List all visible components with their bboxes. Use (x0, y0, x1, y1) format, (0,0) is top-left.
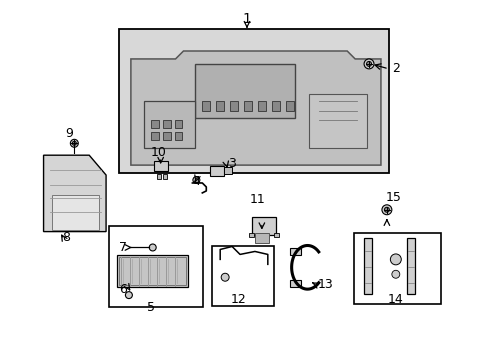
Text: 11: 11 (249, 193, 265, 206)
Circle shape (381, 205, 391, 215)
Circle shape (384, 207, 388, 212)
Text: 14: 14 (387, 293, 403, 306)
Text: 3: 3 (228, 157, 236, 170)
FancyBboxPatch shape (251, 217, 275, 235)
FancyBboxPatch shape (51, 195, 99, 230)
Circle shape (125, 292, 132, 298)
FancyBboxPatch shape (174, 132, 182, 140)
FancyBboxPatch shape (216, 100, 224, 111)
Text: 4: 4 (192, 175, 200, 189)
Circle shape (192, 176, 200, 184)
Text: 15: 15 (385, 192, 401, 204)
FancyBboxPatch shape (150, 121, 158, 129)
FancyBboxPatch shape (117, 255, 188, 287)
Circle shape (70, 139, 78, 147)
Circle shape (389, 254, 401, 265)
FancyBboxPatch shape (248, 233, 253, 237)
Circle shape (149, 244, 156, 251)
Circle shape (364, 59, 373, 69)
Polygon shape (131, 51, 380, 165)
Text: 5: 5 (146, 301, 154, 314)
FancyBboxPatch shape (195, 64, 294, 118)
FancyBboxPatch shape (143, 100, 195, 148)
FancyBboxPatch shape (257, 100, 265, 111)
FancyBboxPatch shape (230, 100, 238, 111)
Polygon shape (406, 238, 414, 294)
FancyBboxPatch shape (150, 132, 158, 140)
Text: 13: 13 (317, 278, 332, 291)
Text: 6: 6 (119, 283, 126, 296)
Text: 7: 7 (119, 241, 127, 254)
Polygon shape (364, 238, 371, 294)
Text: 12: 12 (230, 293, 245, 306)
Circle shape (366, 62, 371, 66)
FancyBboxPatch shape (353, 233, 441, 304)
FancyBboxPatch shape (163, 121, 170, 129)
FancyBboxPatch shape (244, 100, 251, 111)
FancyBboxPatch shape (202, 100, 210, 111)
Text: 10: 10 (150, 146, 166, 159)
FancyBboxPatch shape (109, 226, 203, 307)
FancyBboxPatch shape (224, 167, 232, 174)
FancyBboxPatch shape (153, 161, 167, 171)
FancyBboxPatch shape (212, 247, 273, 306)
Text: 1: 1 (242, 12, 251, 26)
FancyBboxPatch shape (119, 29, 388, 173)
Text: 2: 2 (391, 62, 399, 75)
Polygon shape (43, 155, 106, 231)
Circle shape (221, 273, 229, 281)
FancyBboxPatch shape (119, 257, 186, 285)
FancyBboxPatch shape (210, 166, 224, 176)
Circle shape (391, 270, 399, 278)
FancyBboxPatch shape (271, 100, 279, 111)
FancyBboxPatch shape (163, 132, 170, 140)
FancyBboxPatch shape (174, 121, 182, 129)
FancyBboxPatch shape (289, 280, 300, 287)
FancyBboxPatch shape (156, 174, 161, 179)
FancyBboxPatch shape (254, 233, 268, 243)
Text: 8: 8 (62, 231, 70, 244)
FancyBboxPatch shape (285, 100, 293, 111)
Text: 9: 9 (65, 127, 73, 140)
FancyBboxPatch shape (163, 174, 166, 179)
FancyBboxPatch shape (289, 248, 300, 255)
FancyBboxPatch shape (273, 233, 278, 237)
Circle shape (72, 141, 76, 145)
FancyBboxPatch shape (309, 94, 366, 148)
